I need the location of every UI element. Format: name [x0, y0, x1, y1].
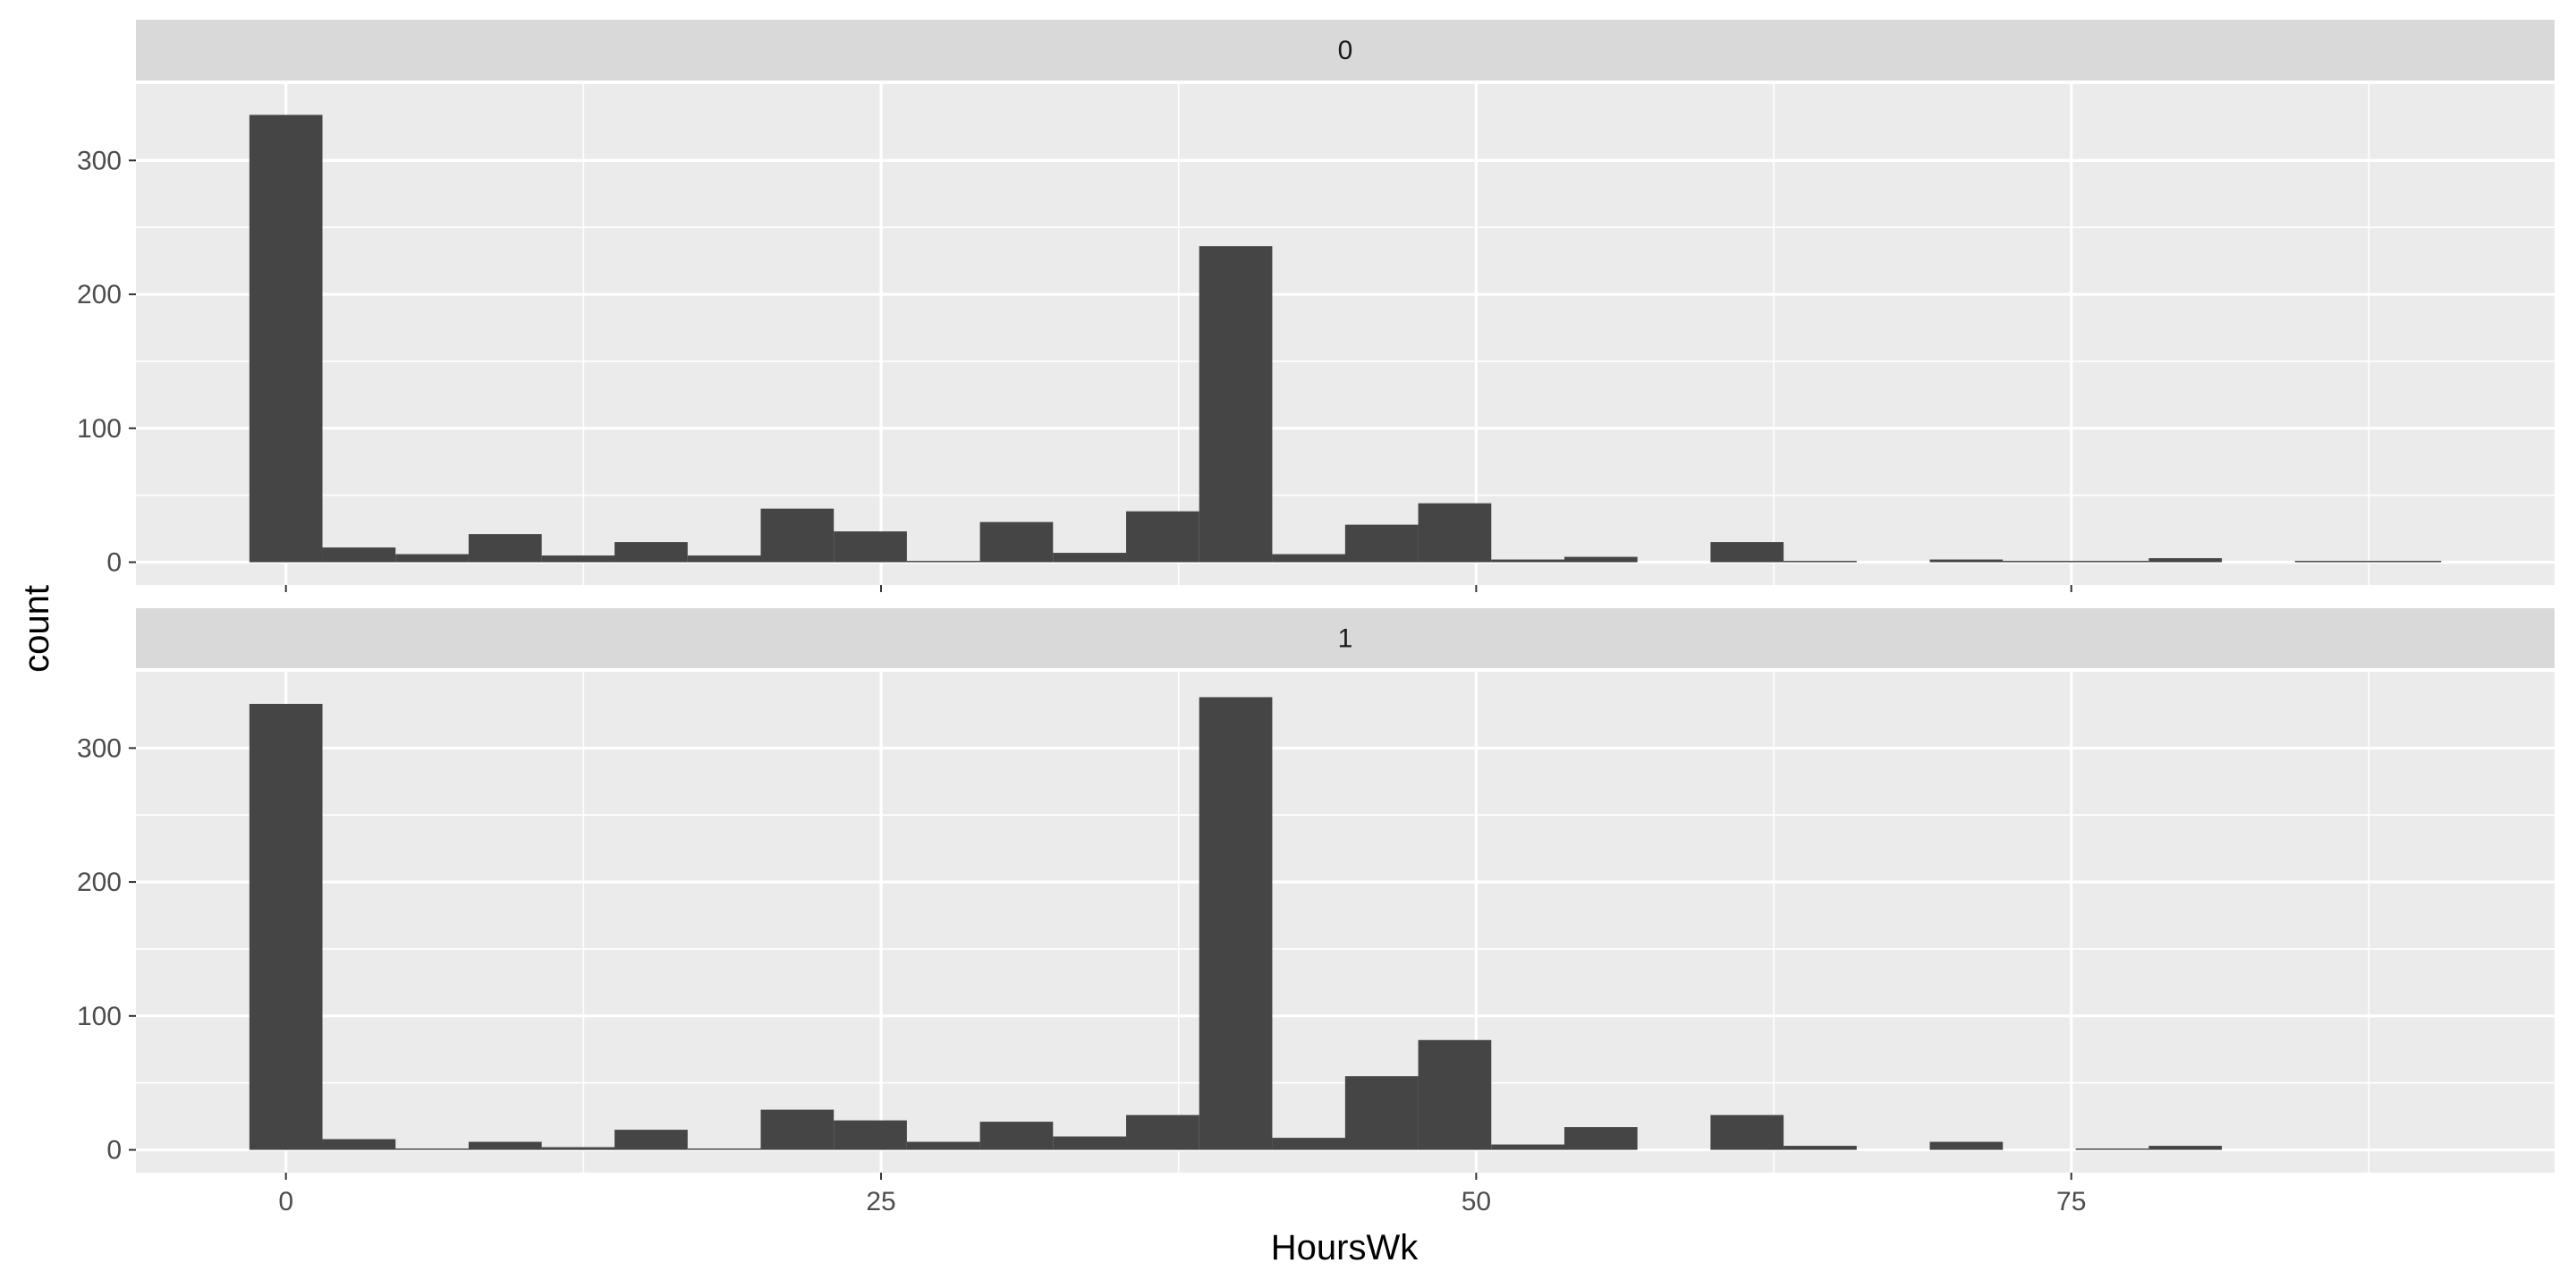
- histogram-bar: [834, 531, 907, 563]
- histogram-bar: [834, 1120, 907, 1150]
- histogram-bar: [395, 1148, 469, 1150]
- histogram-bar: [979, 521, 1054, 563]
- x-tick-label: 50: [1462, 1187, 1491, 1216]
- histogram-bar: [2294, 561, 2368, 563]
- histogram-bar: [1784, 1146, 1857, 1150]
- facet-panel-1: 1 0 100 200 300: [77, 608, 2555, 1180]
- histogram-bar: [1418, 503, 1492, 563]
- histogram-bar: [1053, 553, 1127, 563]
- histogram-bar: [1272, 554, 1346, 563]
- facet-strip-label: 0: [1338, 36, 1353, 65]
- histogram-bar: [1344, 524, 1419, 563]
- histogram-bar: [249, 703, 323, 1150]
- x-tick-label: 0: [278, 1187, 293, 1216]
- facet-strip: [136, 20, 2555, 80]
- histogram-bar: [2075, 1148, 2149, 1150]
- histogram-bar: [1199, 697, 1273, 1150]
- y-tick-label: 100: [77, 1002, 122, 1031]
- y-tick-label: 200: [77, 280, 122, 309]
- histogram-bar: [906, 1141, 980, 1150]
- y-tick-label: 200: [77, 868, 122, 897]
- histogram-bar: [541, 555, 615, 563]
- histogram-bar: [760, 1109, 835, 1150]
- histogram-bar: [1563, 556, 1638, 563]
- histogram-bar: [249, 114, 323, 563]
- y-tick-label: 300: [77, 733, 122, 763]
- histogram-bar: [2148, 1146, 2223, 1150]
- x-axis-title: HoursWk: [1271, 1228, 1419, 1267]
- histogram-bar: [322, 1139, 396, 1150]
- histogram-bar: [2075, 561, 2149, 563]
- facet-strip: [136, 608, 2555, 668]
- histogram-bar: [687, 1148, 761, 1150]
- panel-background: [136, 84, 2555, 585]
- facet-strip-label: 1: [1338, 624, 1353, 654]
- histogram-bar: [1272, 1138, 1346, 1150]
- histogram-bar: [468, 534, 542, 563]
- histogram-bar: [1053, 1136, 1127, 1150]
- histogram-bar: [1784, 561, 1857, 563]
- histogram-bar: [760, 508, 835, 563]
- histogram-bar: [1929, 1141, 2004, 1150]
- histogram-bar: [2148, 558, 2223, 563]
- histogram-bar: [1491, 559, 1564, 563]
- panels-layer: 0 0 100 200 300 1 0 100 200 300: [77, 20, 2555, 1180]
- histogram-bar: [906, 561, 980, 563]
- histogram-bar: [1563, 1127, 1638, 1150]
- x-tick-label: 25: [866, 1187, 895, 1216]
- histogram-bar: [687, 555, 761, 563]
- histogram-bar: [1199, 246, 1273, 563]
- histogram-bar: [395, 554, 469, 563]
- y-axis-title: count: [17, 585, 56, 673]
- histogram-bar: [468, 1141, 542, 1150]
- x-axis: 0 25 50 75: [278, 1187, 2086, 1216]
- facet-panel-0: 0 0 100 200 300: [77, 20, 2555, 592]
- histogram-bar: [2003, 561, 2076, 563]
- y-tick-label: 100: [77, 414, 122, 444]
- histogram-bar: [1344, 1076, 1419, 1150]
- histogram-bar: [322, 547, 396, 563]
- y-tick-label: 0: [106, 548, 122, 578]
- histogram-bar: [614, 542, 688, 563]
- histogram-bar: [1126, 1114, 1199, 1150]
- histogram-bar: [1929, 559, 2004, 563]
- y-tick-label: 300: [77, 146, 122, 175]
- histogram-bar: [1418, 1039, 1492, 1150]
- histogram-bar: [1491, 1144, 1564, 1150]
- histogram-bar: [1126, 511, 1199, 563]
- histogram-bar: [614, 1130, 688, 1150]
- histogram-bar: [541, 1147, 615, 1150]
- y-tick-label: 0: [106, 1136, 122, 1165]
- histogram-bar: [1710, 542, 1784, 563]
- histogram-bar: [1710, 1114, 1784, 1150]
- x-tick-label: 75: [2056, 1187, 2086, 1216]
- histogram-bar: [979, 1122, 1054, 1150]
- histogram-bar: [2368, 561, 2442, 563]
